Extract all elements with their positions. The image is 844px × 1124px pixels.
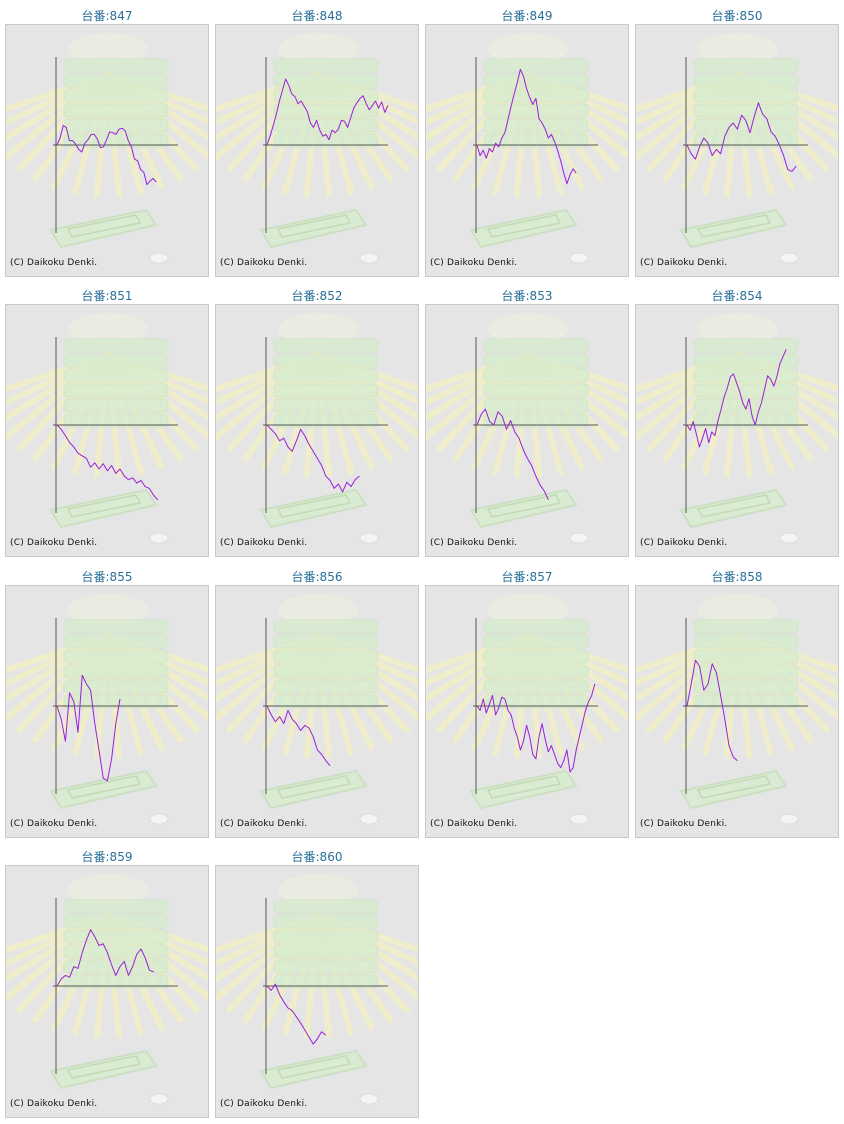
line-chart bbox=[6, 594, 208, 825]
graph-panel: (C) Daikoku Denki. bbox=[635, 304, 839, 557]
payout-series-line bbox=[56, 674, 121, 782]
machine-label[interactable]: 台番:847 bbox=[81, 9, 133, 23]
payout-series-line bbox=[476, 68, 577, 185]
payout-series-line bbox=[686, 102, 797, 172]
background-illustration bbox=[6, 594, 208, 825]
machine-label[interactable]: 台番:857 bbox=[501, 570, 553, 584]
line-chart bbox=[426, 313, 628, 544]
machine-graph-847: 台番:847 (C) Daikoku Denki. bbox=[5, 3, 209, 277]
machine-label[interactable]: 台番:856 bbox=[291, 570, 343, 584]
machine-label[interactable]: 台番:855 bbox=[81, 570, 133, 584]
payout-series-line bbox=[476, 683, 596, 773]
background-illustration bbox=[636, 313, 838, 544]
machine-label[interactable]: 台番:854 bbox=[711, 289, 763, 303]
line-chart bbox=[216, 874, 418, 1105]
copyright-text: (C) Daikoku Denki. bbox=[10, 538, 98, 548]
graph-panel: (C) Daikoku Denki. bbox=[215, 304, 419, 557]
payout-series-line bbox=[476, 408, 549, 501]
copyright-text: (C) Daikoku Denki. bbox=[220, 819, 308, 829]
copyright-text: (C) Daikoku Denki. bbox=[430, 819, 518, 829]
line-chart bbox=[636, 313, 838, 544]
background-illustration bbox=[216, 594, 418, 825]
copyright-text: (C) Daikoku Denki. bbox=[220, 538, 308, 548]
machine-graph-853: 台番:853 (C) Daikoku Denki. bbox=[425, 283, 629, 557]
background-illustration bbox=[6, 313, 208, 544]
line-chart bbox=[216, 594, 418, 825]
machine-graph-858: 台番:858 (C) Daikoku Denki. bbox=[635, 564, 839, 838]
copyright-text: (C) Daikoku Denki. bbox=[10, 819, 98, 829]
line-chart bbox=[636, 594, 838, 825]
payout-series-line bbox=[56, 929, 154, 987]
graph-panel: (C) Daikoku Denki. bbox=[215, 865, 419, 1118]
machine-label[interactable]: 台番:851 bbox=[81, 289, 133, 303]
line-chart bbox=[6, 313, 208, 544]
background-illustration bbox=[216, 33, 418, 264]
graph-panel: (C) Daikoku Denki. bbox=[5, 24, 209, 277]
copyright-text: (C) Daikoku Denki. bbox=[640, 538, 728, 548]
line-chart bbox=[426, 33, 628, 264]
machine-label[interactable]: 台番:852 bbox=[291, 289, 343, 303]
machine-graph-859: 台番:859 (C) Daikoku Denki. bbox=[5, 844, 209, 1118]
machine-graph-851: 台番:851 (C) Daikoku Denki. bbox=[5, 283, 209, 557]
machine-graph-854: 台番:854 (C) Daikoku Denki. bbox=[635, 283, 839, 557]
line-chart bbox=[6, 874, 208, 1105]
copyright-text: (C) Daikoku Denki. bbox=[640, 819, 728, 829]
payout-series-line bbox=[686, 349, 787, 448]
graph-panel: (C) Daikoku Denki. bbox=[215, 24, 419, 277]
graph-panel: (C) Daikoku Denki. bbox=[5, 865, 209, 1118]
machine-label[interactable]: 台番:849 bbox=[501, 9, 553, 23]
line-chart bbox=[426, 594, 628, 825]
background-illustration bbox=[6, 874, 208, 1105]
machine-label[interactable]: 台番:850 bbox=[711, 9, 763, 23]
machine-label[interactable]: 台番:848 bbox=[291, 9, 343, 23]
machine-label[interactable]: 台番:853 bbox=[501, 289, 553, 303]
payout-series-line bbox=[266, 705, 331, 767]
background-illustration bbox=[426, 594, 628, 825]
graph-panel: (C) Daikoku Denki. bbox=[5, 585, 209, 838]
machine-label[interactable]: 台番:860 bbox=[291, 850, 343, 864]
line-chart bbox=[636, 33, 838, 264]
graph-panel: (C) Daikoku Denki. bbox=[425, 24, 629, 277]
machine-label[interactable]: 台番:858 bbox=[711, 570, 763, 584]
machine-graph-856: 台番:856 (C) Daikoku Denki. bbox=[215, 564, 419, 838]
machine-graph-848: 台番:848 (C) Daikoku Denki. bbox=[215, 3, 419, 277]
copyright-text: (C) Daikoku Denki. bbox=[430, 538, 518, 548]
background-illustration bbox=[426, 33, 628, 264]
line-chart bbox=[216, 33, 418, 264]
copyright-text: (C) Daikoku Denki. bbox=[10, 1099, 98, 1109]
line-chart bbox=[6, 33, 208, 264]
graph-panel: (C) Daikoku Denki. bbox=[635, 24, 839, 277]
background-illustration bbox=[216, 313, 418, 544]
copyright-text: (C) Daikoku Denki. bbox=[220, 1099, 308, 1109]
graph-panel: (C) Daikoku Denki. bbox=[5, 304, 209, 557]
payout-series-line bbox=[266, 424, 360, 493]
copyright-text: (C) Daikoku Denki. bbox=[220, 258, 308, 268]
payout-series-line bbox=[56, 125, 157, 186]
machine-graph-852: 台番:852 (C) Daikoku Denki. bbox=[215, 283, 419, 557]
copyright-text: (C) Daikoku Denki. bbox=[10, 258, 98, 268]
background-illustration bbox=[636, 33, 838, 264]
machine-graph-850: 台番:850 (C) Daikoku Denki. bbox=[635, 3, 839, 277]
graph-panel: (C) Daikoku Denki. bbox=[425, 585, 629, 838]
background-illustration bbox=[426, 313, 628, 544]
graph-panel: (C) Daikoku Denki. bbox=[635, 585, 839, 838]
background-illustration bbox=[216, 874, 418, 1105]
line-chart bbox=[216, 313, 418, 544]
payout-series-line bbox=[266, 78, 389, 146]
copyright-text: (C) Daikoku Denki. bbox=[640, 258, 728, 268]
machine-graph-857: 台番:857 (C) Daikoku Denki. bbox=[425, 564, 629, 838]
copyright-text: (C) Daikoku Denki. bbox=[430, 258, 518, 268]
background-illustration bbox=[6, 33, 208, 264]
payout-series-line bbox=[686, 659, 738, 761]
machine-graph-855: 台番:855 (C) Daikoku Denki. bbox=[5, 564, 209, 838]
machine-graph-849: 台番:849 (C) Daikoku Denki. bbox=[425, 3, 629, 277]
background-illustration bbox=[636, 594, 838, 825]
machine-label[interactable]: 台番:859 bbox=[81, 850, 133, 864]
payout-series-line bbox=[266, 983, 327, 1045]
machine-graph-860: 台番:860 (C) Daikoku Denki. bbox=[215, 844, 419, 1118]
payout-series-line bbox=[56, 424, 159, 501]
graph-panel: (C) Daikoku Denki. bbox=[215, 585, 419, 838]
graph-panel: (C) Daikoku Denki. bbox=[425, 304, 629, 557]
